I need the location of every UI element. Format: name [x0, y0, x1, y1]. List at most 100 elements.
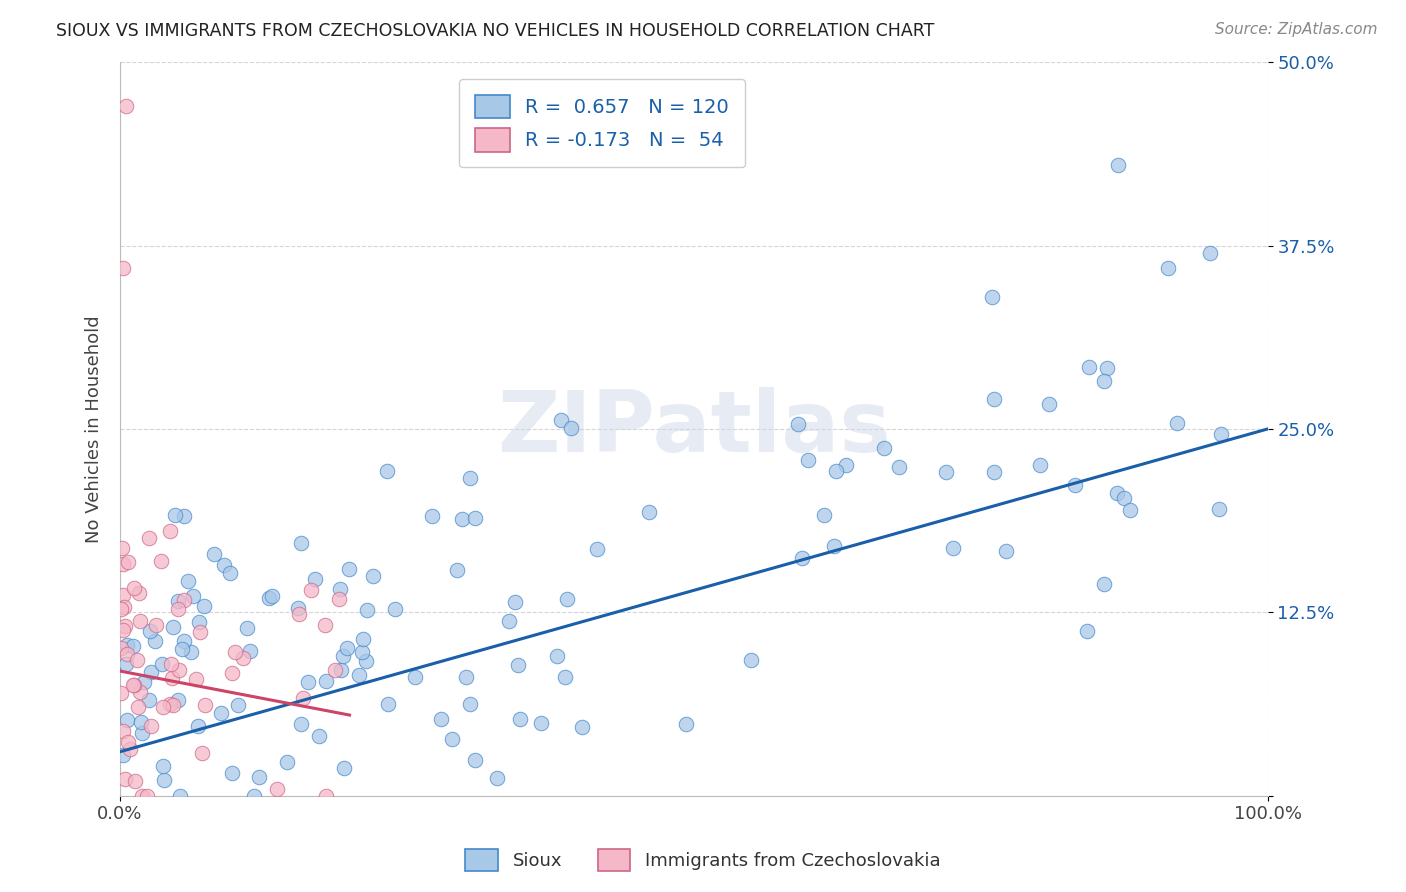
Point — [187, 719, 209, 733]
Point — [451, 512, 474, 526]
Point — [112, 747, 135, 762]
Point — [889, 460, 911, 475]
Point — [193, 599, 215, 614]
Point — [167, 602, 190, 616]
Point — [530, 716, 553, 731]
Point — [314, 618, 336, 632]
Point — [232, 650, 254, 665]
Point — [112, 600, 135, 615]
Point — [243, 789, 266, 803]
Point — [143, 633, 166, 648]
Point — [153, 772, 176, 787]
Point — [550, 413, 572, 427]
Point — [115, 657, 138, 671]
Point — [141, 719, 163, 733]
Point — [337, 562, 360, 576]
Point — [356, 602, 378, 616]
Point — [236, 621, 259, 635]
Point — [117, 638, 139, 652]
Point — [288, 607, 311, 621]
Point — [136, 789, 159, 803]
Point — [464, 753, 486, 767]
Y-axis label: No Vehicles in Household: No Vehicles in Household — [86, 315, 103, 542]
Point — [571, 720, 593, 734]
Point — [825, 464, 848, 478]
Point — [138, 624, 160, 638]
Point — [404, 670, 426, 684]
Point — [328, 591, 350, 606]
Point — [111, 624, 134, 638]
Point — [315, 789, 337, 803]
Point — [1078, 359, 1101, 374]
Point — [1209, 427, 1232, 442]
Point — [170, 641, 193, 656]
Point — [555, 592, 578, 607]
Point — [1166, 417, 1188, 431]
Point — [1107, 158, 1129, 172]
Point — [187, 615, 209, 629]
Point — [1157, 260, 1180, 275]
Point — [173, 633, 195, 648]
Point — [131, 789, 153, 803]
Point — [995, 544, 1018, 558]
Point — [464, 511, 486, 525]
Point — [1029, 458, 1052, 472]
Point — [167, 693, 190, 707]
Point — [239, 644, 262, 658]
Point — [129, 685, 152, 699]
Point — [194, 698, 217, 713]
Point — [361, 569, 384, 583]
Point — [1208, 502, 1230, 516]
Point — [132, 675, 155, 690]
Point — [122, 677, 145, 691]
Point — [219, 566, 242, 580]
Point — [122, 678, 145, 692]
Text: ZIPatlas: ZIPatlas — [496, 387, 890, 470]
Point — [112, 588, 135, 602]
Point — [162, 698, 184, 713]
Point — [167, 663, 190, 677]
Point — [167, 594, 190, 608]
Point — [160, 671, 183, 685]
Point — [127, 700, 149, 714]
Point — [336, 640, 359, 655]
Point — [1097, 360, 1119, 375]
Point — [177, 574, 200, 589]
Point — [329, 582, 352, 597]
Point — [1092, 577, 1115, 591]
Point — [323, 664, 346, 678]
Point — [835, 458, 858, 472]
Point — [115, 647, 138, 661]
Legend: R =  0.657   N = 120, R = -0.173   N =  54: R = 0.657 N = 120, R = -0.173 N = 54 — [460, 79, 745, 168]
Point — [1064, 478, 1087, 492]
Point — [276, 755, 298, 769]
Point — [173, 508, 195, 523]
Point — [152, 759, 174, 773]
Point — [377, 464, 399, 478]
Point — [508, 657, 530, 672]
Point — [173, 593, 195, 607]
Point — [1119, 503, 1142, 517]
Point — [141, 665, 163, 680]
Point — [460, 471, 482, 485]
Point — [287, 600, 309, 615]
Point — [554, 670, 576, 684]
Point — [354, 654, 377, 668]
Point — [315, 673, 337, 688]
Point — [128, 585, 150, 599]
Point — [122, 639, 145, 653]
Text: SIOUX VS IMMIGRANTS FROM CZECHOSLOVAKIA NO VEHICLES IN HOUSEHOLD CORRELATION CHA: SIOUX VS IMMIGRANTS FROM CZECHOSLOVAKIA … — [56, 22, 935, 40]
Point — [117, 555, 139, 569]
Point — [873, 441, 896, 455]
Point — [1107, 485, 1129, 500]
Point — [446, 563, 468, 577]
Point — [247, 770, 270, 784]
Point — [260, 589, 283, 603]
Point — [224, 645, 246, 659]
Point — [114, 619, 136, 633]
Point — [332, 649, 354, 664]
Point — [115, 713, 138, 727]
Point — [981, 290, 1004, 304]
Point — [129, 715, 152, 730]
Point — [138, 531, 160, 545]
